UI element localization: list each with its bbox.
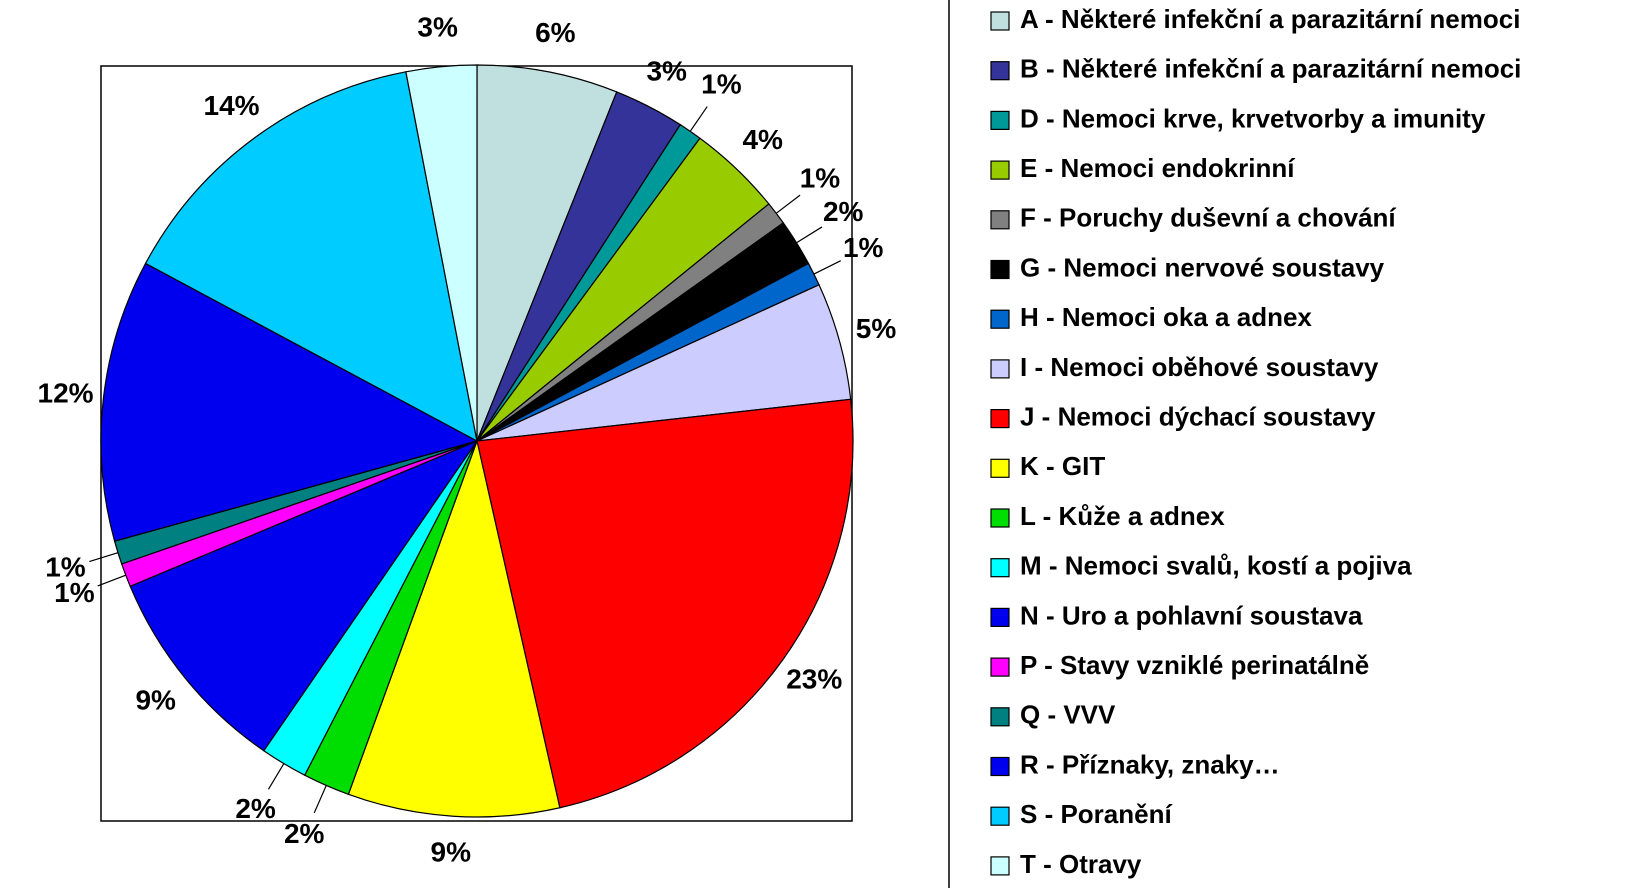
legend-swatch [990, 806, 1010, 826]
pie-slice [347, 438, 561, 818]
data-label: 6% [535, 17, 576, 48]
data-label: 9% [431, 837, 472, 868]
data-label: 3% [646, 55, 687, 86]
legend-label: R - Příznaky, znaky… [1020, 749, 1280, 779]
leader-line [89, 552, 119, 563]
data-label: 4% [742, 124, 783, 155]
legend-swatch [990, 359, 1010, 379]
legend-label: I - Nemoci oběhové soustavy [1020, 352, 1379, 382]
data-label: 5% [856, 313, 897, 344]
legend-swatch [990, 707, 1010, 727]
legend-swatch [990, 160, 1010, 180]
legend-label: M - Nemoci svalů, kostí a pojiva [1020, 551, 1412, 581]
legend-label: B - Některé infekční a parazitární nemoc… [1020, 54, 1521, 84]
legend-label: E - Nemoci endokrinní [1020, 153, 1295, 183]
legend-label: J - Nemoci dýchací soustavy [1020, 401, 1376, 431]
pie-slice [100, 262, 479, 542]
pie-slice [405, 64, 478, 442]
legend-label: D - Nemoci krve, krvetvorby a imunity [1020, 103, 1486, 133]
data-label: 2% [284, 818, 325, 849]
leader-line [313, 785, 327, 814]
leader-line [775, 194, 801, 214]
data-label: 1% [45, 551, 86, 582]
data-label: 1% [843, 232, 884, 263]
legend-label: F - Poruchy duševní a chování [1020, 203, 1396, 233]
data-label: 2% [823, 196, 864, 227]
legend-swatch [990, 657, 1010, 677]
leader-line [689, 106, 708, 132]
legend-label: H - Nemoci oka a adnex [1020, 302, 1312, 332]
pie-slice [144, 71, 478, 443]
leader-line [97, 574, 126, 587]
legend-label: S - Poranění [1020, 799, 1172, 829]
legend-label: L - Kůže a adnex [1020, 501, 1225, 531]
legend-swatch [990, 110, 1010, 131]
legend-swatch [990, 259, 1010, 280]
data-label: 1% [54, 577, 95, 608]
legend-label: K - GIT [1020, 451, 1105, 481]
legend-swatch [990, 756, 1010, 777]
data-label: 1% [800, 162, 841, 193]
leader-line [813, 260, 842, 275]
legend-swatch [990, 61, 1010, 81]
legend-swatch [990, 409, 1010, 429]
legend-swatch [990, 309, 1010, 329]
legend-label: G - Nemoci nervové soustavy [1020, 252, 1385, 282]
data-label: 9% [135, 684, 176, 715]
data-label: 14% [204, 90, 260, 121]
data-label: 3% [417, 11, 458, 42]
legend-label: A - Některé infekční a parazitární nemoc… [1020, 4, 1520, 34]
leader-line [267, 763, 285, 790]
legend-label: N - Uro a pohlavní soustava [1020, 600, 1363, 630]
pie-slice [476, 398, 854, 809]
legend-swatch [990, 607, 1010, 628]
legend-swatch [990, 458, 1010, 478]
legend-label: P - Stavy vzniklé perinatálně [1020, 650, 1369, 680]
data-label: 12% [38, 378, 94, 409]
legend-swatch [990, 210, 1010, 230]
legend-swatch [990, 508, 1010, 528]
legend-swatch [990, 856, 1010, 876]
legend-swatch [990, 558, 1010, 578]
legend-label: T - Otravy [1020, 849, 1142, 879]
pie-slice [129, 439, 479, 752]
legend-swatch [990, 11, 1010, 31]
data-label: 1% [701, 68, 742, 99]
pie-slice [476, 64, 618, 442]
legend-label: Q - VVV [1020, 700, 1116, 730]
data-label: 23% [786, 664, 842, 695]
leader-line [796, 226, 823, 244]
data-label: 2% [235, 793, 276, 824]
